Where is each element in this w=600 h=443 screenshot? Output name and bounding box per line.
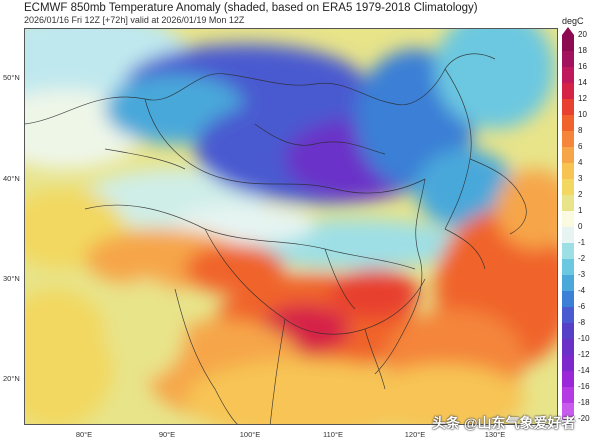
colorbar-swatch (562, 211, 574, 228)
colorbar-swatch (562, 115, 574, 132)
colorbar-tick-label: -2 (578, 254, 586, 263)
watermark: 头条 @山东气象爱好者 (432, 415, 576, 431)
colorbar-swatch (562, 163, 574, 180)
colorbar-swatch (562, 355, 574, 372)
colorbar-swatch (562, 371, 574, 388)
colorbar-arrow-top (562, 27, 574, 35)
colorbar-tick-label: 14 (578, 78, 587, 87)
colorbar-swatch (562, 259, 574, 276)
lon-label-120e: 120°E (404, 430, 426, 439)
colorbar-tick-label: -4 (578, 286, 586, 295)
map-subtitle: 2026/01/16 Fri 12Z [+72h] valid at 2026/… (24, 15, 245, 25)
colorbar (562, 27, 574, 427)
colorbar-tick-label: -20 (578, 414, 590, 423)
temperature-anomaly-map (24, 28, 558, 425)
colorbar-tick-label: -8 (578, 318, 586, 327)
colorbar-tick-label: 6 (578, 142, 583, 151)
lat-label-20n: 20°N (3, 374, 20, 383)
lon-label-100e: 100°E (239, 430, 261, 439)
lon-label-130e: 130°E (484, 430, 506, 439)
colorbar-tick-label: 2 (578, 190, 583, 199)
colorbar-tick-label: 10 (578, 110, 587, 119)
colorbar-swatch (562, 291, 574, 308)
colorbar-swatch (562, 227, 574, 244)
colorbar-swatch (562, 339, 574, 356)
colorbar-tick-label: -16 (578, 382, 590, 391)
lat-label-30n: 30°N (3, 274, 20, 283)
colorbar-swatch (562, 179, 574, 196)
colorbar-swatch (562, 275, 574, 292)
colorbar-tick-label: 16 (578, 62, 587, 71)
colorbar-tick-label: 18 (578, 46, 587, 55)
lat-label-50n: 50°N (3, 73, 20, 82)
colorbar-tick-label: 4 (578, 158, 583, 167)
colorbar-swatch (562, 195, 574, 212)
colorbar-tick-label: 0 (578, 222, 583, 231)
lon-label-90e: 90°E (158, 430, 176, 439)
colorbar-tick-label: 8 (578, 126, 583, 135)
lon-label-80e: 80°E (75, 430, 93, 439)
colorbar-swatch (562, 83, 574, 100)
colorbar-swatch (562, 307, 574, 324)
colorbar-tick-label: -14 (578, 366, 590, 375)
colorbar-swatch (562, 323, 574, 340)
map-title: ECMWF 850mb Temperature Anomaly (shaded,… (24, 2, 478, 14)
colorbar-swatch (562, 67, 574, 84)
colorbar-tick-label: 20 (578, 30, 587, 39)
lon-label-110e: 110°E (323, 430, 343, 439)
colorbar-tick-label: 3 (578, 174, 583, 183)
colorbar-tick-label: 12 (578, 94, 587, 103)
colorbar-tick-label: -3 (578, 270, 586, 279)
colorbar-swatch (562, 131, 574, 148)
colorbar-tick-label: 1 (578, 206, 583, 215)
colorbar-tick-label: -10 (578, 334, 590, 343)
colorbar-tick-label: -6 (578, 302, 586, 311)
colorbar-tick-label: -1 (578, 238, 586, 247)
colorbar-swatch (562, 147, 574, 164)
colorbar-swatch (562, 387, 574, 404)
colorbar-tick-label: -12 (578, 350, 590, 359)
colorbar-swatch (562, 99, 574, 116)
colorbar-swatch (562, 403, 574, 420)
colorbar-arrow-bottom (562, 419, 574, 427)
colorbar-unit: degC (562, 16, 584, 26)
colorbar-swatch (562, 243, 574, 260)
colorbar-swatch (562, 35, 574, 52)
lat-label-40n: 40°N (3, 174, 20, 183)
colorbar-swatch (562, 51, 574, 68)
colorbar-tick-label: -18 (578, 398, 590, 407)
